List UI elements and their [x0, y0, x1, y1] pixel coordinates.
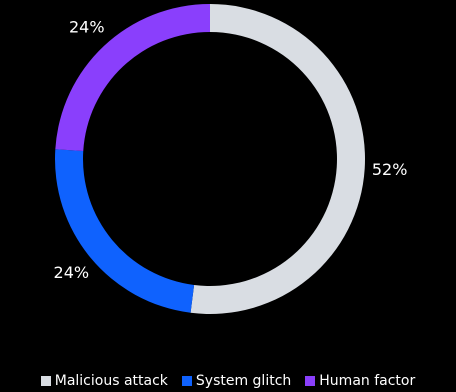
legend-item-system-glitch[interactable]: System glitch — [181, 372, 292, 390]
legend-swatch-human-factor — [305, 376, 316, 386]
slice-label-malicious-attack: 52% — [372, 160, 408, 179]
slice-system-glitch[interactable] — [55, 149, 195, 313]
legend-label-human-factor: Human factor — [319, 373, 416, 389]
slice-label-human-factor: 24% — [69, 17, 105, 36]
legend-swatch-system-glitch — [181, 376, 192, 386]
legend-item-malicious-attack[interactable]: Malicious attack — [40, 372, 168, 390]
legend-swatch-malicious-attack — [40, 376, 51, 386]
slice-malicious-attack[interactable] — [190, 4, 366, 314]
legend-label-malicious-attack: Malicious attack — [54, 373, 168, 389]
legend-label-system-glitch: System glitch — [195, 373, 292, 389]
legend-item-human-factor[interactable]: Human factor — [305, 372, 415, 390]
slice-human-factor[interactable] — [55, 4, 210, 152]
slice-label-system-glitch: 24% — [54, 263, 90, 282]
legend: Malicious attack System glitch Human fac… — [0, 372, 456, 390]
